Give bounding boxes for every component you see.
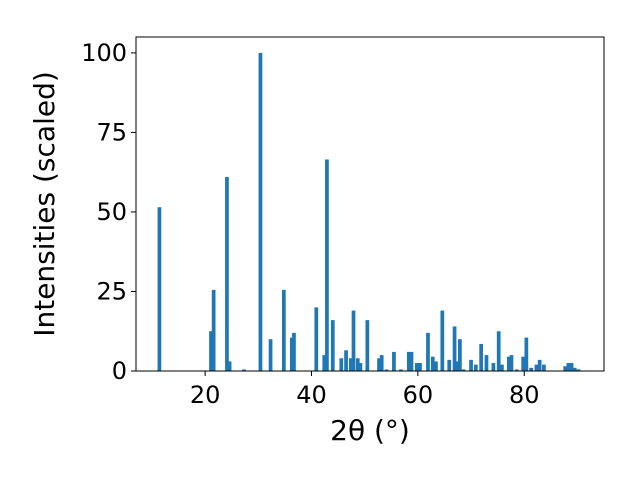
bar	[384, 369, 389, 371]
bar	[289, 337, 294, 371]
bar	[281, 289, 286, 371]
x-tick-label: 20	[190, 381, 221, 409]
bar	[409, 351, 414, 371]
bar	[292, 332, 296, 371]
bar	[355, 358, 360, 371]
bar	[258, 52, 263, 372]
bar	[496, 331, 501, 371]
x-axis-label: 2θ (°)	[330, 414, 410, 447]
bar	[225, 176, 229, 371]
bar	[209, 331, 213, 371]
plot-frame	[135, 36, 605, 372]
bar	[563, 366, 568, 371]
bar	[344, 350, 348, 371]
bar	[537, 359, 542, 371]
x-tick-label: 60	[403, 381, 434, 409]
bar	[418, 363, 422, 371]
bar	[529, 367, 534, 371]
bar	[447, 359, 452, 371]
bar	[339, 358, 344, 371]
y-axis-label: Intensities (scaled)	[28, 71, 61, 337]
bar	[440, 310, 445, 371]
bar	[377, 358, 381, 371]
bar	[473, 364, 478, 371]
x-tick-label: 80	[509, 381, 540, 409]
bar	[314, 307, 319, 371]
y-tick-label: 75	[96, 118, 127, 146]
bar	[330, 320, 335, 371]
bar	[392, 351, 396, 371]
bar	[406, 351, 411, 371]
bar	[524, 337, 529, 371]
bar	[242, 369, 246, 371]
bar	[452, 326, 457, 371]
bar	[509, 355, 514, 371]
bar	[351, 310, 356, 371]
bar	[348, 358, 353, 371]
bar	[542, 364, 546, 371]
bar	[379, 355, 384, 371]
y-tick-label: 50	[96, 198, 127, 226]
bar	[227, 361, 232, 371]
bar	[426, 332, 430, 371]
bar	[157, 207, 162, 371]
y-tick-label: 0	[112, 357, 127, 385]
bar	[500, 364, 504, 371]
bar	[469, 359, 473, 371]
bar	[521, 356, 526, 371]
bar	[358, 363, 363, 371]
bar	[398, 369, 403, 371]
bar	[569, 363, 574, 371]
bar	[491, 363, 496, 371]
bar	[455, 361, 460, 371]
y-tick-label: 100	[81, 39, 127, 67]
y-tick-label: 25	[96, 277, 127, 305]
bar	[514, 369, 519, 371]
bar	[461, 369, 466, 371]
x-tick-label: 40	[296, 381, 327, 409]
bar	[414, 363, 419, 371]
bar	[322, 355, 327, 371]
bar	[534, 364, 539, 371]
bar	[211, 289, 216, 371]
bars-group	[157, 52, 581, 372]
bar	[458, 339, 462, 371]
bar	[268, 339, 273, 371]
bar	[325, 159, 329, 371]
bar	[576, 369, 581, 371]
bar	[365, 320, 370, 371]
bar	[506, 356, 511, 371]
x-ticks: 20 40 60 80	[190, 371, 540, 409]
bar	[479, 343, 484, 371]
y-ticks: 0 25 50 75 100	[81, 39, 136, 385]
bar	[430, 356, 435, 371]
bar	[566, 363, 571, 371]
bar	[484, 355, 489, 371]
bar	[572, 367, 577, 371]
bar	[434, 361, 438, 371]
